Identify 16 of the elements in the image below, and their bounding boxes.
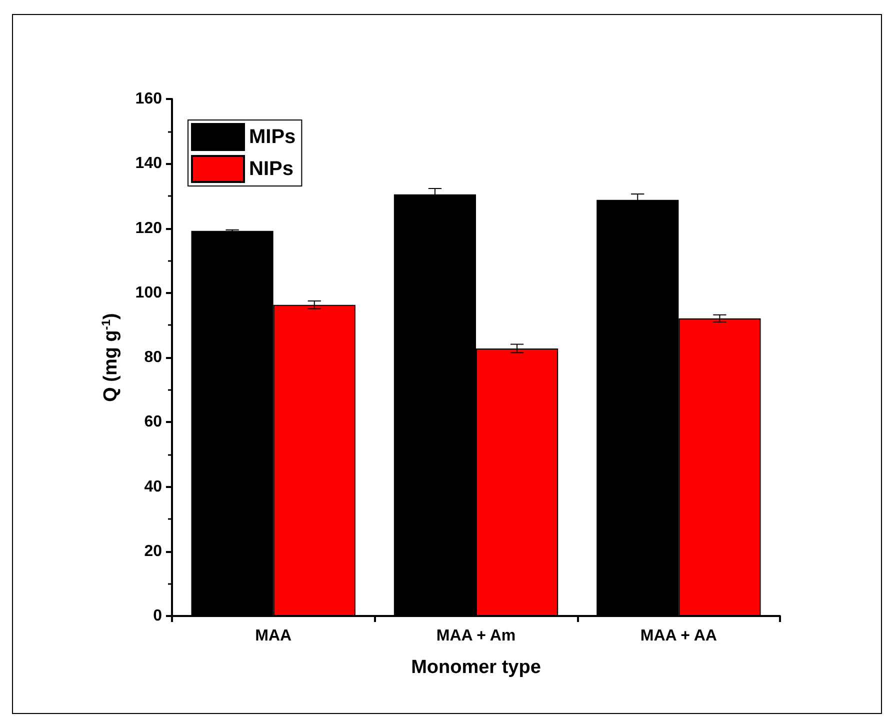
y-tick-label: 60: [144, 414, 162, 431]
x-tick-label: MAA: [255, 628, 292, 644]
legend-label: NIPs: [249, 158, 294, 180]
y-tick-label: 80: [144, 349, 162, 366]
y-tick-label: 40: [144, 478, 162, 496]
x-axis-title: Monomer type: [411, 657, 541, 678]
y-tick-label: 20: [144, 542, 162, 560]
x-tick-label: MAA + AA: [640, 628, 718, 644]
y-axis-title: Q (mg g-1): [99, 313, 122, 402]
y-tick-label: 140: [135, 155, 162, 172]
y-tick-label: 120: [135, 220, 162, 237]
x-tick-label: MAA + Am: [436, 628, 516, 644]
legend-label: MIPs: [249, 126, 296, 148]
y-tick-label: 160: [135, 90, 162, 108]
y-tick-label: 0: [153, 608, 162, 624]
y-tick-label: 100: [135, 284, 162, 302]
